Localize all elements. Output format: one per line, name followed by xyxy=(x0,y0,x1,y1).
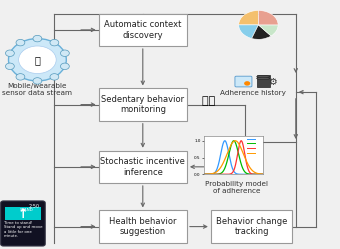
FancyBboxPatch shape xyxy=(1,201,45,246)
Circle shape xyxy=(5,63,14,69)
FancyBboxPatch shape xyxy=(99,14,187,46)
Text: Behavior change
tracking: Behavior change tracking xyxy=(216,217,287,236)
FancyBboxPatch shape xyxy=(211,210,292,243)
Text: Mobile/wearable
sensor data stream: Mobile/wearable sensor data stream xyxy=(2,83,72,96)
FancyBboxPatch shape xyxy=(99,88,187,121)
Circle shape xyxy=(33,78,42,84)
Wedge shape xyxy=(239,25,258,39)
Circle shape xyxy=(61,63,69,69)
Text: Automatic context
discovery: Automatic context discovery xyxy=(104,20,182,40)
Text: Time to stand!
Stand up and move
a little for one
minute.: Time to stand! Stand up and move a littl… xyxy=(4,221,42,239)
Circle shape xyxy=(19,46,56,73)
Wedge shape xyxy=(239,10,258,25)
Circle shape xyxy=(5,50,14,57)
Circle shape xyxy=(50,74,59,80)
Circle shape xyxy=(33,35,42,42)
Text: Stochastic incentive
inference: Stochastic incentive inference xyxy=(100,157,185,177)
Text: Adherence history: Adherence history xyxy=(220,90,286,96)
Circle shape xyxy=(8,39,66,81)
Circle shape xyxy=(50,39,59,46)
FancyBboxPatch shape xyxy=(99,151,187,183)
FancyBboxPatch shape xyxy=(257,75,270,87)
Text: ⚙: ⚙ xyxy=(268,77,276,87)
FancyBboxPatch shape xyxy=(235,76,252,87)
Text: STAND: STAND xyxy=(19,208,33,212)
Text: 🧑‍💻: 🧑‍💻 xyxy=(203,96,216,106)
FancyBboxPatch shape xyxy=(99,210,187,243)
Text: Health behavior
suggestion: Health behavior suggestion xyxy=(109,217,176,236)
Text: Probability model
of adherence: Probability model of adherence xyxy=(205,181,268,193)
Wedge shape xyxy=(258,25,278,36)
Text: 2:50: 2:50 xyxy=(29,204,40,209)
Ellipse shape xyxy=(257,75,270,78)
Circle shape xyxy=(16,74,25,80)
Text: Sedentary behavior
monitoring: Sedentary behavior monitoring xyxy=(101,95,184,114)
FancyBboxPatch shape xyxy=(5,207,41,220)
Text: ↑: ↑ xyxy=(18,208,28,221)
Circle shape xyxy=(16,39,25,46)
Text: 🏃: 🏃 xyxy=(34,55,40,65)
Wedge shape xyxy=(252,25,271,39)
Circle shape xyxy=(244,81,250,86)
Wedge shape xyxy=(258,10,278,25)
Ellipse shape xyxy=(257,77,270,80)
Circle shape xyxy=(61,50,69,57)
